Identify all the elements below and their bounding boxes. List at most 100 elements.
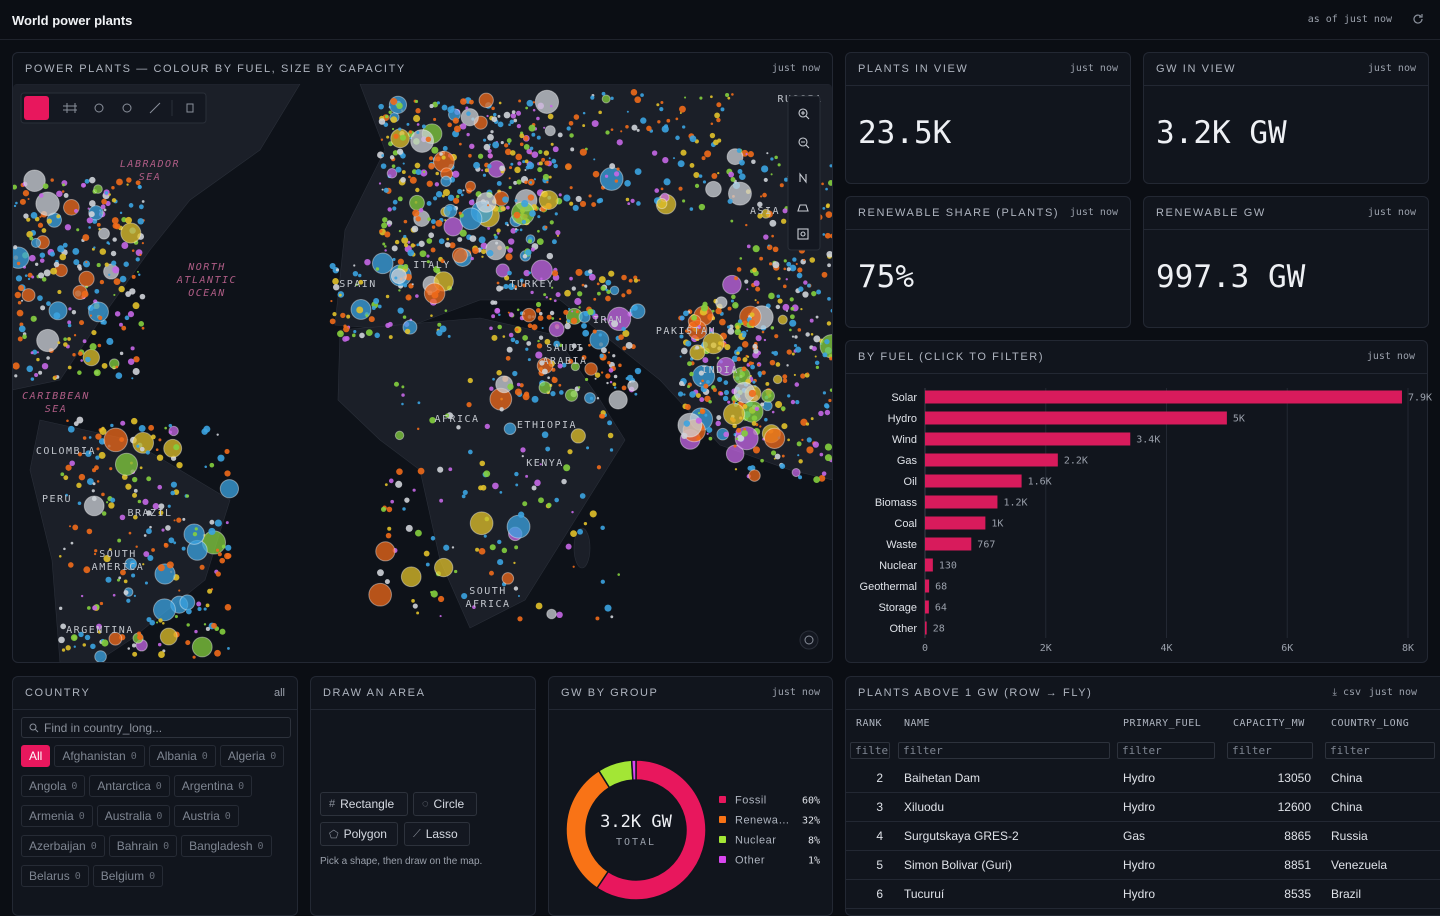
table-cell[interactable]: Russia: [1331, 829, 1368, 843]
country-chip[interactable]: Australia 0: [96, 805, 171, 827]
row-divider: [846, 821, 1440, 822]
table-cell[interactable]: China: [1331, 771, 1363, 785]
table-cell[interactable]: Surgutskaya GRES-2: [904, 829, 1019, 843]
chip-count: 0: [156, 810, 163, 822]
chip-name: Bangladesh: [189, 839, 253, 853]
country-chip[interactable]: Angola 0: [21, 775, 86, 797]
table-cell[interactable]: 8535: [1284, 887, 1311, 901]
country-chip[interactable]: Argentina 0: [173, 775, 253, 797]
chip-all[interactable]: All: [21, 745, 51, 767]
search-placeholder: Find in country_long...: [44, 721, 163, 735]
table-cell[interactable]: Hydro: [1123, 771, 1156, 785]
chip-count: 0: [149, 870, 156, 882]
table-cell[interactable]: 5: [876, 858, 883, 872]
table-cell[interactable]: 2: [876, 771, 883, 785]
country-chip[interactable]: Afghanistan 0: [54, 745, 145, 767]
chip-name: Australia: [104, 809, 152, 823]
csv-button[interactable]: ⤓ csv: [1332, 687, 1361, 698]
draw-title: DRAW AN AREA: [323, 687, 426, 699]
chip-count: 0: [90, 840, 97, 852]
chip-name: Armenia: [29, 809, 74, 823]
kpi-card: RENEWABLE GW just now 997.3 GW: [1143, 196, 1429, 328]
table-cell[interactable]: 6: [876, 887, 883, 901]
kpi-card: RENEWABLE SHARE (PLANTS) just now 75%: [845, 196, 1131, 328]
kpi-updated: just now: [1367, 207, 1416, 218]
table-cell[interactable]: China: [1331, 800, 1363, 814]
separator: [846, 709, 1440, 710]
separator: [311, 709, 535, 710]
column-filter[interactable]: filter: [1325, 742, 1435, 759]
kpi-value: 3.2K GW: [1156, 115, 1287, 151]
chip-name: Azerbaijan: [29, 839, 86, 853]
table-cell[interactable]: Baihetan Dam: [904, 771, 981, 785]
table-updated: just now: [1368, 687, 1417, 698]
kpi-title: RENEWABLE GW: [1156, 207, 1266, 219]
kpi-title: GW IN VIEW: [1156, 63, 1237, 75]
separator: [549, 709, 832, 710]
table-cell[interactable]: Hydro: [1123, 858, 1156, 872]
country-chip[interactable]: Armenia 0: [21, 805, 93, 827]
column-filter[interactable]: filter: [1227, 742, 1313, 759]
table-cell[interactable]: Tucuruí: [904, 887, 945, 901]
tool-icon: #: [329, 798, 336, 810]
separator: [846, 85, 1130, 86]
kpi-card: GW IN VIEW just now 3.2K GW: [1143, 52, 1429, 184]
chip-list: All Afghanistan 0 Albania 0 Algeria 0 Angola 0 An…: [21, 745, 295, 895]
tool-label: Circle: [433, 797, 465, 811]
country-chip[interactable]: Belgium 0: [92, 865, 164, 887]
country-title: COUNTRY: [25, 687, 91, 699]
tool-icon: ◌: [422, 798, 429, 810]
table-cell[interactable]: 3: [876, 800, 883, 814]
country-chip[interactable]: Azerbaijan 0: [21, 835, 105, 857]
chip-name: Belgium: [100, 869, 145, 883]
column-header: PRIMARY_FUEL: [1123, 718, 1202, 729]
chip-count: 0: [163, 840, 170, 852]
table-cell[interactable]: 12600: [1277, 800, 1311, 814]
country-chip[interactable]: Antarctica 0: [89, 775, 170, 797]
table-cell[interactable]: Hydro: [1123, 887, 1156, 901]
table-cell[interactable]: Xiluodu: [904, 800, 945, 814]
table-cell[interactable]: 8851: [1284, 858, 1311, 872]
draw-tool-button[interactable]: # Rectangle: [320, 792, 408, 816]
table-title: PLANTS ABOVE 1 GW (ROW → FLY): [858, 687, 1093, 699]
kpi-updated: just now: [1069, 63, 1118, 74]
country-chip[interactable]: Bahrain 0: [108, 835, 178, 857]
country-all[interactable]: all: [273, 687, 285, 699]
row-divider: [846, 879, 1440, 880]
column-filter[interactable]: filter: [1117, 742, 1215, 759]
country-chip[interactable]: Belarus 0: [21, 865, 89, 887]
country-chip[interactable]: Algeria 0: [219, 745, 285, 767]
table-cell[interactable]: 4: [876, 829, 883, 843]
search-box[interactable]: Find in country_long...: [21, 717, 291, 738]
country-chip[interactable]: Albania 0: [148, 745, 216, 767]
separator: [1144, 229, 1428, 230]
country-chip[interactable]: Austria 0: [174, 805, 239, 827]
table-cell[interactable]: 13050: [1277, 771, 1311, 785]
chip-count: 0: [71, 780, 78, 792]
country-panel: COUNTRY all Find in country_long... All A…: [12, 676, 298, 916]
chip-name: Afghanistan: [62, 749, 126, 763]
table-cell[interactable]: 8865: [1284, 829, 1311, 843]
search-icon: [29, 723, 39, 733]
map-updated: just now: [771, 63, 820, 74]
draw-panel: DRAW AN AREA # Rectangle ◌ Circle ⬠ Polygon ⟋ L…: [310, 676, 536, 916]
table-cell[interactable]: Gas: [1123, 829, 1146, 843]
column-header: CAPACITY_MW: [1233, 718, 1305, 729]
draw-tool-button[interactable]: ⟋ Lasso: [404, 822, 470, 846]
table-cell[interactable]: Venezuela: [1331, 858, 1388, 872]
kpi-title: RENEWABLE SHARE (PLANTS): [858, 207, 1060, 219]
table-cell[interactable]: Hydro: [1123, 800, 1156, 814]
app-title: World power plants: [12, 13, 133, 28]
draw-tool-button[interactable]: ⬠ Polygon: [320, 822, 398, 846]
column-filter[interactable]: filter: [898, 742, 1110, 759]
kpi-value: 75%: [858, 259, 914, 295]
draw-tool-button[interactable]: ◌ Circle: [413, 792, 477, 816]
table-cell[interactable]: Simon Bolivar (Guri): [904, 858, 1013, 872]
tool-label: Rectangle: [340, 797, 395, 811]
refresh-icon[interactable]: [1412, 13, 1424, 25]
map-title: POWER PLANTS — COLOUR BY FUEL, SIZE BY C…: [25, 63, 406, 75]
column-filter[interactable]: filter: [850, 742, 890, 759]
kpi-value: 23.5K: [858, 115, 952, 151]
country-chip[interactable]: Bangladesh 0: [181, 835, 272, 857]
table-cell[interactable]: Brazil: [1331, 887, 1362, 901]
